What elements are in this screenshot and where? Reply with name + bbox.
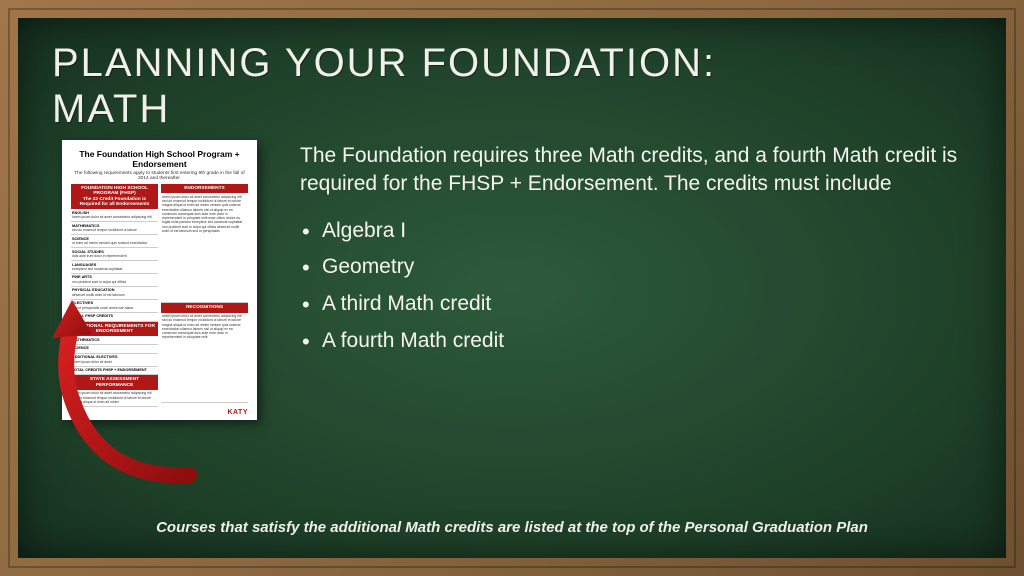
bullet-item: Algebra I [322, 213, 972, 250]
doc-subtitle: The following requirements apply to stud… [71, 171, 248, 181]
doc-right-col: ENDORSEMENTS lorem ipsum dolor sit amet … [161, 184, 248, 407]
document-area: The Foundation High School Program + End… [52, 140, 272, 420]
text-column: The Foundation requires three Math credi… [300, 140, 972, 360]
doc-section: SCIENCEut enim ad minim veniam quis nost… [71, 235, 158, 248]
doc-band-add: ADDITIONAL REQUIREMENTS FOR ENDORSEMENT [71, 322, 158, 337]
footnote: Courses that satisfy the additional Math… [18, 519, 1006, 536]
doc-section: FINE ARTSnon proident sunt in culpa qui … [71, 274, 158, 287]
bullet-item: A third Math credit [322, 286, 972, 323]
intro-paragraph: The Foundation requires three Math credi… [300, 142, 972, 199]
slide-title: PLANNING YOUR FOUNDATION: MATH [52, 40, 972, 132]
doc-band-assess: STATE ASSESSMENT PERFORMANCE [71, 375, 158, 390]
doc-section: lorem ipsum dolor sit amet consectetur a… [71, 390, 158, 407]
content-row: The Foundation High School Program + End… [52, 140, 972, 420]
doc-title: The Foundation High School Program + End… [71, 149, 248, 169]
doc-section: TOTAL FHSP CREDITS [71, 313, 158, 322]
doc-section: ADDITIONAL ELECTIVESlorem ipsum dolor si… [71, 354, 158, 367]
doc-section: SCIENCE [71, 345, 158, 354]
doc-section: lorem ipsum dolor sit amet consectetur a… [161, 193, 248, 303]
doc-section: ELECTIVESsed ut perspiciatis unde omnis … [71, 300, 158, 313]
title-line-2: MATH [52, 87, 170, 131]
doc-section: lorem ipsum dolor sit amet consectetur a… [161, 313, 248, 403]
doc-band-fhsp: FOUNDATION HIGH SCHOOL PROGRAM (FHSP) Th… [71, 184, 158, 209]
doc-band-endorse: ENDORSEMENTS [161, 184, 248, 193]
doc-section: ENGLISHlorem ipsum dolor sit amet consec… [71, 209, 158, 222]
embedded-document: The Foundation High School Program + End… [62, 140, 257, 420]
doc-left-col: FOUNDATION HIGH SCHOOL PROGRAM (FHSP) Th… [71, 184, 158, 407]
doc-section: PHYSICAL EDUCATIONdeserunt mollit anim i… [71, 287, 158, 300]
doc-columns: FOUNDATION HIGH SCHOOL PROGRAM (FHSP) Th… [71, 184, 248, 407]
doc-section: SOCIAL STUDIESduis aute irure dolor in r… [71, 248, 158, 261]
chalkboard: PLANNING YOUR FOUNDATION: MATH The Found… [18, 18, 1006, 558]
bullet-item: A fourth Math credit [322, 323, 972, 360]
doc-section: MATHEMATICSsed do eiusmod tempor incidid… [71, 222, 158, 235]
title-line-1: PLANNING YOUR FOUNDATION: [52, 41, 716, 85]
bullet-list: Algebra I Geometry A third Math credit A… [300, 213, 972, 360]
doc-section: MATHEMATICS [71, 336, 158, 345]
doc-section: LANGUAGESexcepteur sint occaecat cupidat… [71, 261, 158, 274]
doc-logo: KATY [71, 409, 248, 416]
doc-section: TOTAL CREDITS FHSP + ENDORSEMENT [71, 367, 158, 376]
bullet-item: Geometry [322, 249, 972, 286]
doc-band-recog: RECOGNITIONS [161, 303, 248, 312]
wood-frame: PLANNING YOUR FOUNDATION: MATH The Found… [0, 0, 1024, 576]
